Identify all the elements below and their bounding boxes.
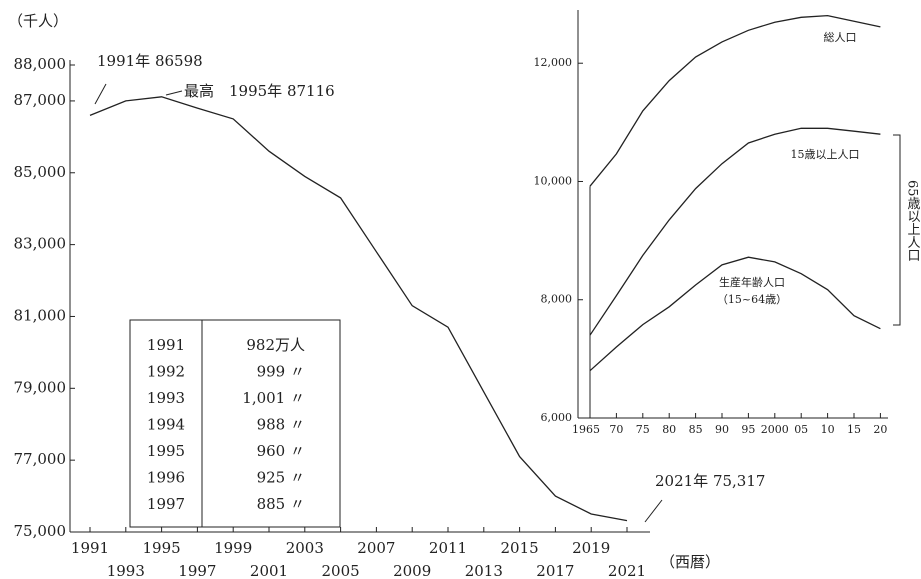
table-cell: 999 〃 — [257, 363, 305, 381]
y-tick-label: 8,000 — [541, 293, 573, 306]
table-cell: 1992 — [147, 363, 185, 381]
table-cell: 1997 — [147, 495, 185, 513]
series-label: 15歳以上人口 — [791, 148, 860, 161]
table-cell: 885 〃 — [257, 495, 305, 513]
line — [589, 127, 881, 336]
line — [89, 96, 628, 522]
series-label: 生産年齢人口 — [719, 275, 785, 289]
x-tick-label: 2017 — [536, 562, 574, 579]
x-tick-label: 2021 — [608, 562, 646, 579]
y-tick-label: 6,000 — [541, 411, 573, 424]
y-tick-label: 79,000 — [14, 378, 67, 396]
table-cell: 1993 — [147, 389, 185, 407]
y-tick-label: 81,000 — [14, 306, 67, 324]
x-tick-label: 1991 — [71, 539, 109, 557]
line — [589, 256, 881, 372]
x-tick-label: 1993 — [107, 562, 145, 579]
table-cell: 925 〃 — [257, 469, 305, 487]
y-tick-label: 10,000 — [534, 174, 573, 187]
x-tick-label: 1999 — [214, 539, 252, 557]
annotation: 2021年 75,317 — [655, 472, 765, 490]
y-unit: （千人） — [8, 12, 68, 30]
y-tick-label: 83,000 — [14, 235, 67, 253]
inset-table — [129, 319, 341, 528]
x-tick-label: 1995 — [143, 539, 181, 557]
y-tick-label: 77,000 — [14, 450, 67, 468]
x-tick-label: 70 — [609, 423, 623, 436]
y-tick-label: 12,000 — [534, 56, 573, 69]
x-tick-label: 2015 — [501, 539, 539, 557]
x-tick-label: 2005 — [322, 562, 360, 579]
x-tick-label: 2013 — [465, 562, 503, 579]
x-tick-label: 15 — [847, 423, 861, 436]
annotation: 1991年 86598 — [97, 52, 203, 70]
x-tick-label: 75 — [636, 423, 650, 436]
annotation: 最高 1995年 87116 — [184, 82, 335, 100]
x-tick-label: 2007 — [357, 539, 395, 557]
bracket — [893, 134, 901, 326]
x-tick-label: 05 — [794, 423, 808, 436]
series-label: 総人口 — [824, 30, 857, 44]
x-tick-label: 2011 — [429, 539, 467, 557]
line — [589, 14, 881, 187]
x-tick-label: 10 — [821, 423, 835, 436]
y-tick-label: 85,000 — [14, 163, 67, 181]
x-tick-label: 2001 — [250, 562, 288, 579]
x-tick-label: 2003 — [286, 539, 324, 557]
annotation: 65歳以上人口 — [905, 180, 921, 262]
x-tick-label: 2009 — [393, 562, 431, 579]
x-tick-label: 1997 — [178, 562, 216, 579]
y-tick-label: 88,000 — [14, 55, 67, 73]
y-tick-label: 75,000 — [14, 522, 67, 540]
x-tick-label: 80 — [662, 423, 676, 436]
x-tick-label: 95 — [741, 423, 755, 436]
table-cell: 1996 — [147, 469, 185, 487]
x-tick-label: 20 — [873, 423, 887, 436]
leader-line — [94, 83, 107, 105]
table-cell: 960 〃 — [257, 442, 305, 460]
x-tick-label: 90 — [715, 423, 729, 436]
table-cell: 1991 — [147, 336, 185, 354]
table-cell: 1995 — [147, 442, 185, 460]
leader-line — [644, 499, 663, 523]
y-tick-label: 87,000 — [14, 91, 67, 109]
annotation: （15~64歳） — [717, 293, 787, 306]
table-cell: 988 〃 — [257, 416, 305, 434]
x-tick-label: 2019 — [572, 539, 610, 557]
x-tick-label: 85 — [689, 423, 703, 436]
x-tick-label: 2000 — [761, 423, 789, 436]
x-tick-label: 1965 — [572, 423, 600, 436]
x-unit: （西暦） — [660, 553, 720, 571]
leader-line — [165, 90, 183, 96]
table-cell: 982万人 — [246, 336, 305, 354]
table-cell: 1,001 〃 — [242, 389, 305, 407]
table-cell: 1994 — [147, 416, 185, 434]
